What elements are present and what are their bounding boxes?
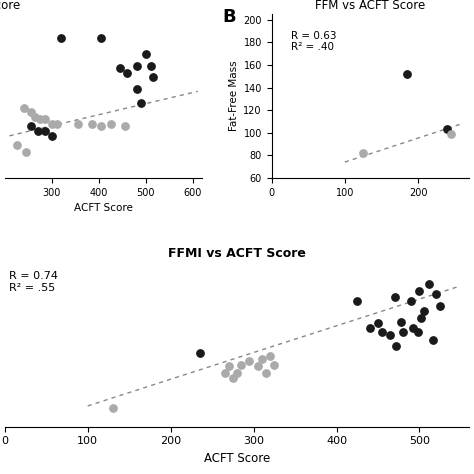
- Point: [196, 349, 203, 356]
- Point: [98, 34, 105, 41]
- Text: R = 0.74
R² = .55: R = 0.74 R² = .55: [9, 271, 58, 293]
- Point: [359, 149, 367, 157]
- Point: [416, 287, 423, 294]
- Point: [98, 123, 105, 130]
- Point: [48, 132, 55, 139]
- Point: [57, 34, 65, 41]
- Point: [229, 374, 237, 382]
- Point: [426, 280, 433, 287]
- Text: ACFT Score: ACFT Score: [0, 0, 20, 12]
- Point: [374, 319, 382, 327]
- Point: [41, 128, 48, 135]
- Point: [221, 369, 228, 377]
- Text: B: B: [222, 8, 236, 26]
- Point: [233, 369, 241, 377]
- Point: [262, 369, 270, 377]
- Point: [27, 123, 35, 130]
- Point: [391, 293, 398, 301]
- Point: [88, 120, 96, 128]
- X-axis label: ACFT Score: ACFT Score: [204, 452, 270, 465]
- X-axis label: ACFT Score: ACFT Score: [74, 203, 133, 213]
- Point: [109, 404, 116, 411]
- Point: [34, 128, 42, 135]
- Point: [133, 62, 140, 70]
- Point: [417, 314, 425, 322]
- Point: [429, 337, 437, 344]
- Point: [271, 361, 278, 368]
- Point: [13, 141, 20, 149]
- Point: [354, 297, 361, 305]
- Point: [22, 148, 30, 156]
- Point: [32, 113, 39, 121]
- Text: R = 0.63
R² = .40: R = 0.63 R² = .40: [292, 31, 337, 52]
- Point: [36, 116, 44, 123]
- Point: [403, 70, 411, 78]
- Title: FFMI vs ACFT Score: FFMI vs ACFT Score: [168, 247, 306, 260]
- Point: [149, 73, 157, 81]
- Point: [437, 302, 444, 310]
- Point: [74, 120, 82, 128]
- Point: [121, 123, 128, 130]
- Point: [378, 328, 386, 336]
- Point: [27, 109, 35, 116]
- Title: FFM vs ACFT Score: FFM vs ACFT Score: [315, 0, 426, 12]
- Point: [366, 325, 374, 332]
- Point: [123, 69, 131, 76]
- Point: [432, 290, 440, 298]
- Point: [246, 357, 253, 365]
- Point: [225, 363, 232, 370]
- Point: [48, 120, 55, 128]
- Point: [147, 62, 155, 70]
- Point: [420, 308, 428, 315]
- Point: [407, 297, 415, 305]
- Point: [447, 130, 455, 137]
- Point: [392, 342, 400, 349]
- Point: [133, 85, 140, 93]
- Point: [409, 325, 417, 332]
- Point: [41, 116, 48, 123]
- Point: [20, 104, 27, 111]
- Point: [137, 99, 145, 107]
- Point: [254, 363, 262, 370]
- Point: [116, 64, 124, 72]
- Point: [258, 356, 265, 363]
- Point: [399, 328, 407, 336]
- Point: [387, 331, 394, 339]
- Point: [444, 126, 451, 133]
- Point: [414, 328, 421, 336]
- Point: [53, 120, 60, 128]
- Point: [107, 120, 114, 128]
- Point: [237, 361, 245, 368]
- Point: [142, 50, 150, 58]
- Y-axis label: Fat-Free Mass: Fat-Free Mass: [229, 61, 239, 131]
- Point: [397, 318, 405, 325]
- Point: [266, 352, 274, 360]
